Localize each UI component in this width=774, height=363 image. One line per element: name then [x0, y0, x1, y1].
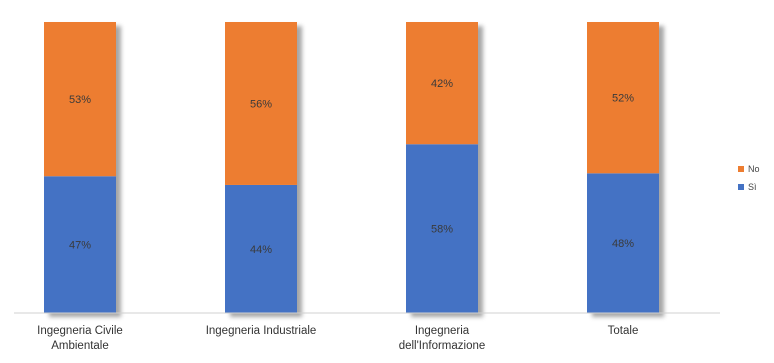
legend-swatch-no — [738, 166, 744, 172]
data-label-no-2: 42% — [431, 78, 453, 90]
category-label-0-line-0: Ingegneria Civile — [37, 325, 123, 337]
bar-si-1 — [225, 184, 297, 313]
category-label-0-line-1: Ambientale — [51, 340, 109, 352]
category-label-2-line-0: Ingegneria — [415, 325, 470, 337]
data-label-si-2: 58% — [431, 224, 453, 236]
data-label-si-0: 47% — [69, 240, 91, 252]
bar-no-2 — [406, 22, 478, 145]
data-label-no-0: 53% — [69, 94, 91, 106]
data-label-no-1: 56% — [250, 98, 272, 110]
bars-layer: 47% 53% 44% 56% 58% 42% 48% 52% — [44, 22, 659, 313]
legend-label-no: No — [748, 164, 760, 174]
bar-si-0 — [44, 176, 116, 313]
legend-swatch-si — [738, 184, 744, 190]
data-label-si-3: 48% — [612, 238, 634, 250]
data-label-si-1: 44% — [250, 244, 272, 256]
category-labels: Ingegneria Civile Ambientale Ingegneria In… — [37, 325, 638, 352]
data-label-no-3: 52% — [612, 93, 634, 105]
bar-si-2 — [406, 144, 478, 313]
bar-no-0 — [44, 22, 116, 177]
legend-label-si: Sì — [748, 182, 757, 192]
bar-si-3 — [587, 173, 659, 313]
legend: No Sì — [738, 164, 760, 192]
bar-no-1 — [225, 22, 297, 185]
bar-no-3 — [587, 22, 659, 174]
category-label-2-line-1: dell'Informazione — [399, 340, 486, 352]
category-label-1-line-0: Ingegneria Industriale — [206, 325, 317, 337]
category-label-3-line-0: Totale — [608, 325, 639, 337]
